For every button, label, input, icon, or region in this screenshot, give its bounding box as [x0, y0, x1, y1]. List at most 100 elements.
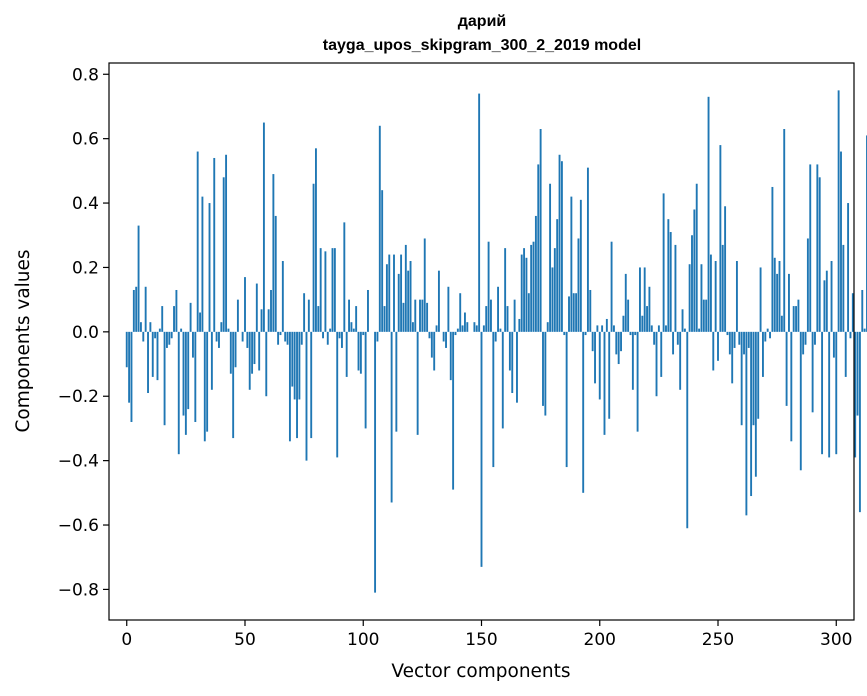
bar-194: [584, 331, 587, 336]
bar-142: [461, 325, 464, 332]
bar-30: [196, 151, 199, 332]
bar-13: [156, 331, 159, 381]
bar-224: [655, 331, 658, 397]
bar-65: [279, 331, 282, 336]
bar-74: [300, 331, 303, 345]
bar-288: [806, 238, 809, 332]
bar-213: [629, 331, 632, 336]
bar-205: [610, 241, 613, 332]
bar-281: [790, 331, 793, 442]
bar-252: [721, 244, 724, 332]
bar-153: [487, 241, 490, 332]
bar-44: [229, 331, 232, 374]
x-axis-label: Vector components: [391, 661, 570, 682]
bar-17: [166, 331, 168, 348]
bar-263: [747, 331, 750, 348]
bar-62: [272, 174, 275, 332]
bar-189: [572, 293, 575, 332]
bar-276: [778, 261, 781, 332]
bar-71: [293, 331, 296, 400]
bar-96: [352, 328, 355, 332]
bar-181: [553, 248, 556, 332]
bar-282: [792, 306, 795, 332]
bar-294: [821, 331, 824, 455]
bar-37: [213, 157, 216, 332]
bar-235: [681, 309, 684, 332]
bar-192: [579, 199, 582, 332]
bar-167: [520, 254, 523, 332]
bar-241: [695, 183, 698, 332]
bar-81: [317, 306, 320, 332]
x-tick-label-0: 0: [121, 630, 132, 650]
bar-94: [348, 299, 350, 332]
bar-79: [312, 183, 315, 332]
bar-258: [735, 261, 738, 332]
bar-214: [631, 331, 634, 390]
bar-273: [771, 186, 774, 332]
bar-51: [246, 331, 249, 348]
bar-125: [421, 299, 424, 332]
chart-title-line-1: дарий: [458, 13, 507, 30]
bar-160: [504, 248, 507, 332]
bar-163: [511, 331, 514, 394]
bar-201: [601, 325, 604, 332]
bar-278: [783, 129, 786, 332]
bar-119: [407, 270, 410, 332]
bar-124: [419, 299, 421, 332]
bar-158: [499, 328, 502, 332]
bar-307: [851, 293, 854, 332]
bar-12: [154, 331, 157, 339]
bar-82: [319, 248, 322, 332]
bar-18: [168, 331, 171, 345]
bar-271: [766, 328, 769, 332]
bar-292: [816, 164, 819, 332]
bar-85: [326, 331, 329, 345]
bar-284: [797, 299, 800, 332]
bar-175: [539, 129, 542, 332]
bar-98: [357, 331, 360, 371]
bar-32: [201, 196, 204, 332]
bar-309: [856, 331, 859, 416]
bar-149: [478, 93, 481, 332]
bar-312: [863, 328, 866, 332]
bar-86: [329, 328, 332, 332]
bar-87: [331, 248, 334, 332]
bar-76: [305, 331, 308, 461]
bar-21: [175, 289, 178, 332]
bar-78: [310, 331, 313, 439]
bar-159: [501, 331, 504, 429]
bar-236: [683, 328, 686, 332]
x-tick-label-5: 250: [702, 630, 734, 650]
bar-198: [594, 331, 596, 384]
bar-72: [296, 331, 298, 439]
bar-22: [177, 331, 180, 455]
bar-268: [759, 267, 762, 332]
bar-10: [149, 322, 152, 332]
bar-53: [251, 331, 254, 374]
bar-200: [598, 331, 601, 400]
bar-231: [672, 331, 675, 355]
bar-255: [728, 331, 731, 355]
bar-289: [809, 164, 812, 332]
bar-139: [454, 331, 457, 336]
bar-69: [288, 331, 291, 442]
bar-156: [494, 331, 497, 342]
bar-25: [184, 331, 187, 435]
bar-299: [832, 331, 835, 358]
bar-157: [497, 286, 499, 332]
bar-89: [336, 331, 339, 458]
bar-113: [393, 254, 395, 332]
bar-219: [643, 267, 646, 332]
bar-305: [847, 203, 850, 332]
bar-9: [147, 331, 149, 394]
bar-280: [788, 273, 790, 332]
bar-240: [693, 209, 696, 332]
bar-114: [395, 331, 398, 432]
bar-16: [163, 331, 166, 426]
bar-261: [743, 331, 745, 355]
bar-303: [842, 244, 845, 332]
bar-293: [818, 177, 821, 332]
y-tick-label-6: 0.4: [72, 194, 99, 214]
bar-230: [669, 232, 672, 332]
bar-33: [203, 331, 206, 442]
